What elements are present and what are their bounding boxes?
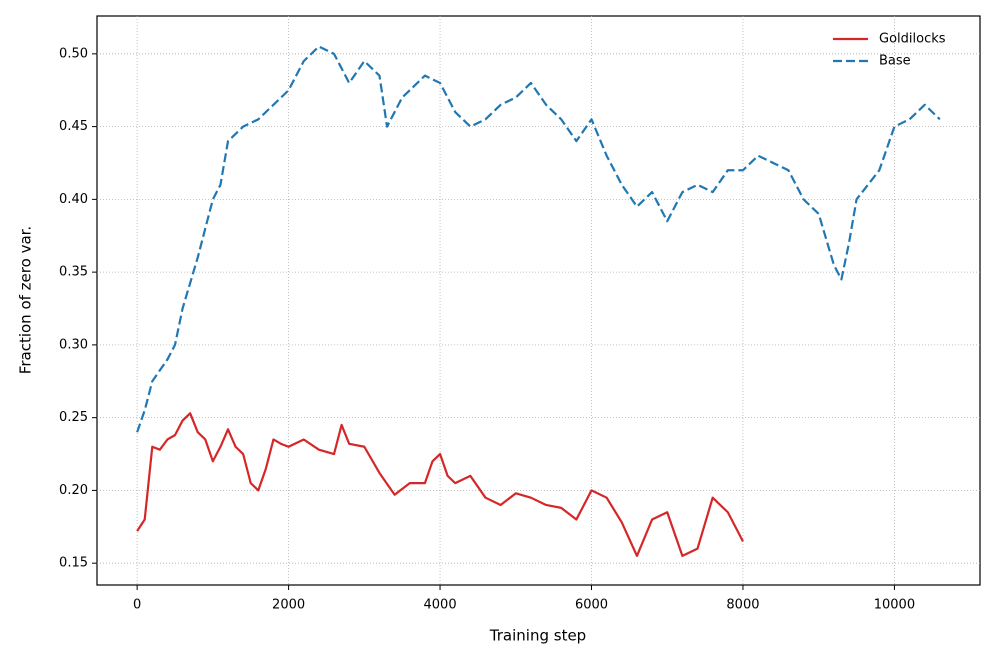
line	[136, 412, 744, 557]
x-tick-label: 0	[133, 598, 141, 613]
x-tick-label: 4000	[424, 598, 457, 613]
y-tick-label: 0.50	[59, 46, 88, 61]
plot-frame	[96, 15, 981, 586]
legend-label: Goldilocks	[879, 32, 946, 47]
y-tick-label: 0.20	[59, 483, 88, 498]
y-tick-label: 0.25	[59, 410, 88, 425]
y-axis-label: Fraction of zero var.	[17, 226, 35, 374]
y-tick-label: 0.30	[59, 337, 88, 352]
x-tick-label: 6000	[575, 598, 608, 613]
legend-label: Base	[879, 54, 911, 69]
y-tick-label: 0.40	[59, 192, 88, 207]
x-axis-label: Training step	[489, 627, 586, 645]
x-tick-label: 2000	[272, 598, 305, 613]
x-tick-label: 8000	[726, 598, 759, 613]
y-tick-label: 0.45	[59, 119, 88, 134]
line	[136, 45, 941, 433]
y-tick-label: 0.35	[59, 265, 88, 280]
x-tick-label: 10000	[874, 598, 915, 613]
y-tick-label: 0.15	[59, 556, 88, 571]
